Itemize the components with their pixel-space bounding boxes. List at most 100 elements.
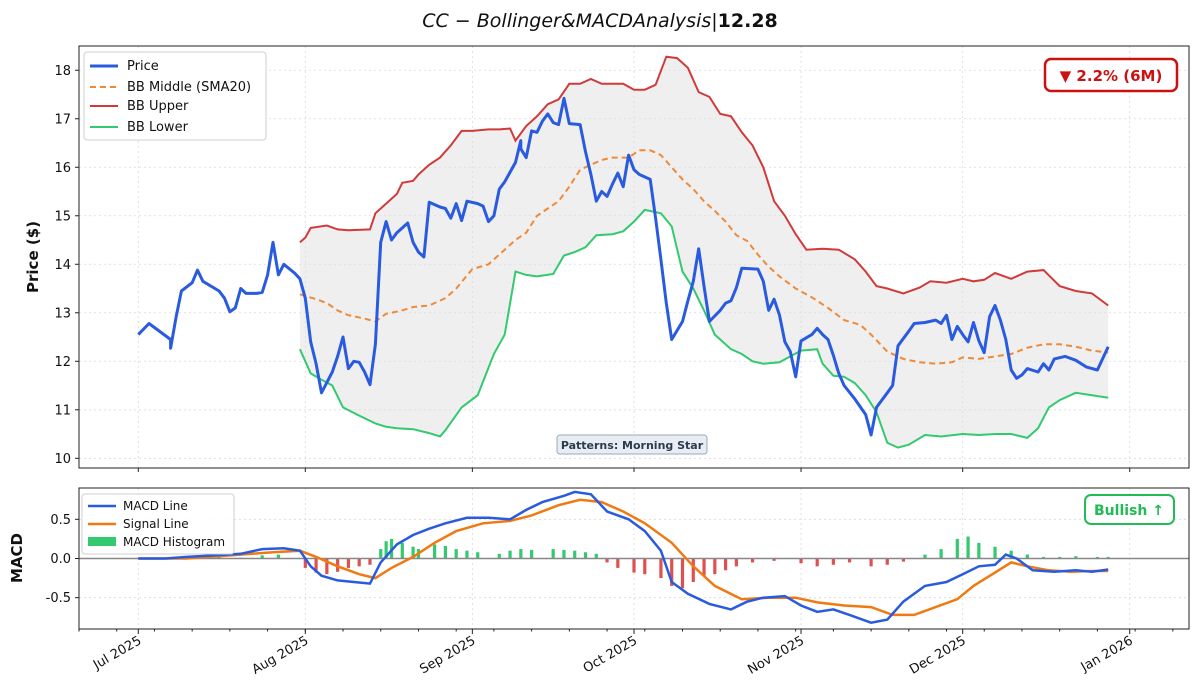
price-legend-box — [83, 51, 267, 141]
price-y-tick-label: 11 — [54, 403, 71, 418]
change-badge: ▼ 2.2% (6M) — [1043, 57, 1179, 93]
price-panel: 10 11 12 13 14 15 16 17 18 Price ($) Price BB Mi… — [24, 45, 1190, 469]
macd-lines — [138, 490, 1109, 624]
macd-histogram-bar — [400, 542, 404, 559]
patterns-label: Patterns: Morning Star — [556, 434, 708, 455]
signal-badge: Bullish ↑ — [1084, 494, 1175, 525]
macd-histogram-bar — [691, 558, 695, 582]
signal-badge-box — [1084, 494, 1175, 525]
macd-histogram-bar — [530, 549, 534, 559]
price-line — [137, 96, 1110, 437]
macd-histogram-bar — [616, 558, 620, 568]
patterns-label-text: Patterns: Morning Star — [561, 439, 704, 452]
macd-histogram-bar — [1074, 556, 1078, 559]
macd-histogram-bar — [977, 542, 981, 559]
macd-y-ticks: -0.5 0.0 0.5 — [46, 513, 79, 606]
macd-histogram-bar — [670, 558, 674, 586]
signal-line — [138, 498, 1109, 617]
macd-histogram-bar — [713, 558, 717, 575]
macd-y-tick-label: 0.0 — [50, 552, 71, 567]
macd-histogram-bar — [750, 558, 755, 563]
macd-histogram-bar — [643, 558, 647, 575]
macd-histogram-bar — [217, 556, 221, 559]
legend-label-macd-line: MACD Line — [123, 499, 188, 513]
chart-title: CC − Bollinger&MACDAnalysis|12.28 — [422, 10, 778, 32]
price-legend: Price BB Middle (SMA20) BB Upper BB Lowe… — [83, 51, 267, 141]
x-tick-label: Aug 2025 — [250, 633, 312, 677]
bb-band-fill — [299, 56, 1109, 448]
macd-histogram-bar — [314, 558, 318, 573]
macd-histogram-bar — [497, 553, 501, 559]
macd-histogram-bar — [799, 558, 803, 564]
macd-histogram-bar — [384, 541, 388, 559]
x-tick-label: Dec 2025 — [907, 633, 969, 677]
macd-histogram-bar — [325, 558, 329, 575]
macd-histogram-bar — [562, 549, 566, 559]
macd-histogram-bar — [632, 558, 636, 573]
x-tick-label: Nov 2025 — [745, 633, 807, 677]
macd-histogram-bar — [508, 550, 512, 559]
legend-label-bb-upper: BB Upper — [127, 99, 189, 114]
chart-title-main: CC − Bollinger&MACDAnalysis| — [422, 10, 717, 32]
macd-histogram-bar — [966, 536, 970, 559]
chart-title-value: 12.28 — [718, 10, 778, 32]
macd-histogram-bar — [659, 558, 663, 579]
change-badge-box — [1043, 57, 1179, 93]
macd-histogram-bar — [1058, 556, 1062, 559]
x-axis-ticks: Jul 2025 Aug 2025 Sep 2025 Oct 2025 Nov 2025… — [78, 468, 1174, 678]
x-tick-label: Jan 2026 — [1078, 633, 1136, 675]
macd-histogram-bar — [734, 558, 738, 567]
macd-histogram-bar — [1095, 556, 1099, 559]
macd-histogram-bar — [1106, 556, 1110, 559]
legend-swatch-macd-histogram — [88, 537, 116, 546]
price-lines — [137, 55, 1110, 449]
legend-label-macd-histogram: MACD Histogram — [123, 535, 225, 549]
macd-histogram-bar — [815, 558, 819, 567]
macd-histogram-bar — [433, 544, 437, 559]
legend-label-signal-line: Signal Line — [123, 517, 189, 531]
macd-histogram-bar — [923, 554, 927, 559]
x-tick-label: Oct 2025 — [581, 633, 640, 676]
price-y-tick-label: 13 — [54, 306, 71, 321]
macd-histogram-bar — [1025, 554, 1029, 559]
macd-histogram-bar — [993, 546, 997, 559]
macd-histogram-bar — [772, 558, 776, 561]
macd-histogram-bar — [1041, 556, 1046, 559]
macd-histogram-bar — [411, 546, 415, 559]
macd-histogram-bar — [260, 555, 264, 559]
macd-histogram-bar — [955, 538, 959, 559]
x-tick-label: Jul 2025 — [90, 633, 144, 673]
price-y-ticks: 10 11 12 13 14 15 16 17 18 — [54, 64, 79, 467]
macd-histogram-bar — [303, 558, 307, 568]
legend-label-bb-lower: BB Lower — [127, 120, 189, 135]
macd-histogram-bar — [885, 558, 889, 565]
macd-histogram-bar — [702, 558, 706, 576]
price-y-axis-label: Price ($) — [24, 221, 42, 293]
legend-label-price: Price — [127, 59, 159, 74]
macd-histogram-bar — [465, 550, 469, 559]
macd-histogram-bar — [551, 549, 555, 559]
price-y-tick-label: 15 — [54, 209, 71, 224]
bb-upper-line — [299, 55, 1109, 307]
price-y-tick-label: 14 — [54, 258, 71, 273]
macd-histogram-bar — [847, 558, 852, 563]
patterns-label-box — [556, 434, 708, 455]
x-tick-label: Sep 2025 — [417, 633, 478, 677]
macd-y-tick-label: 0.5 — [50, 513, 71, 528]
macd-histogram-bar — [454, 549, 458, 559]
macd-histogram-bar — [379, 549, 383, 559]
macd-histogram-bars — [136, 536, 1110, 589]
macd-histogram-bar — [680, 558, 685, 589]
macd-legend-box — [81, 493, 235, 555]
macd-histogram-bar — [583, 552, 588, 559]
price-y-tick-label: 16 — [54, 161, 71, 176]
macd-histogram-bar — [519, 549, 523, 559]
macd-histogram-bar — [573, 550, 577, 559]
macd-y-axis-label: MACD — [8, 533, 26, 583]
macd-histogram-bar — [939, 549, 943, 559]
macd-histogram-bar — [476, 552, 480, 559]
macd-histogram-bar — [869, 558, 873, 567]
macd-histogram-bar — [357, 558, 361, 567]
macd-histogram-bar — [276, 554, 280, 559]
